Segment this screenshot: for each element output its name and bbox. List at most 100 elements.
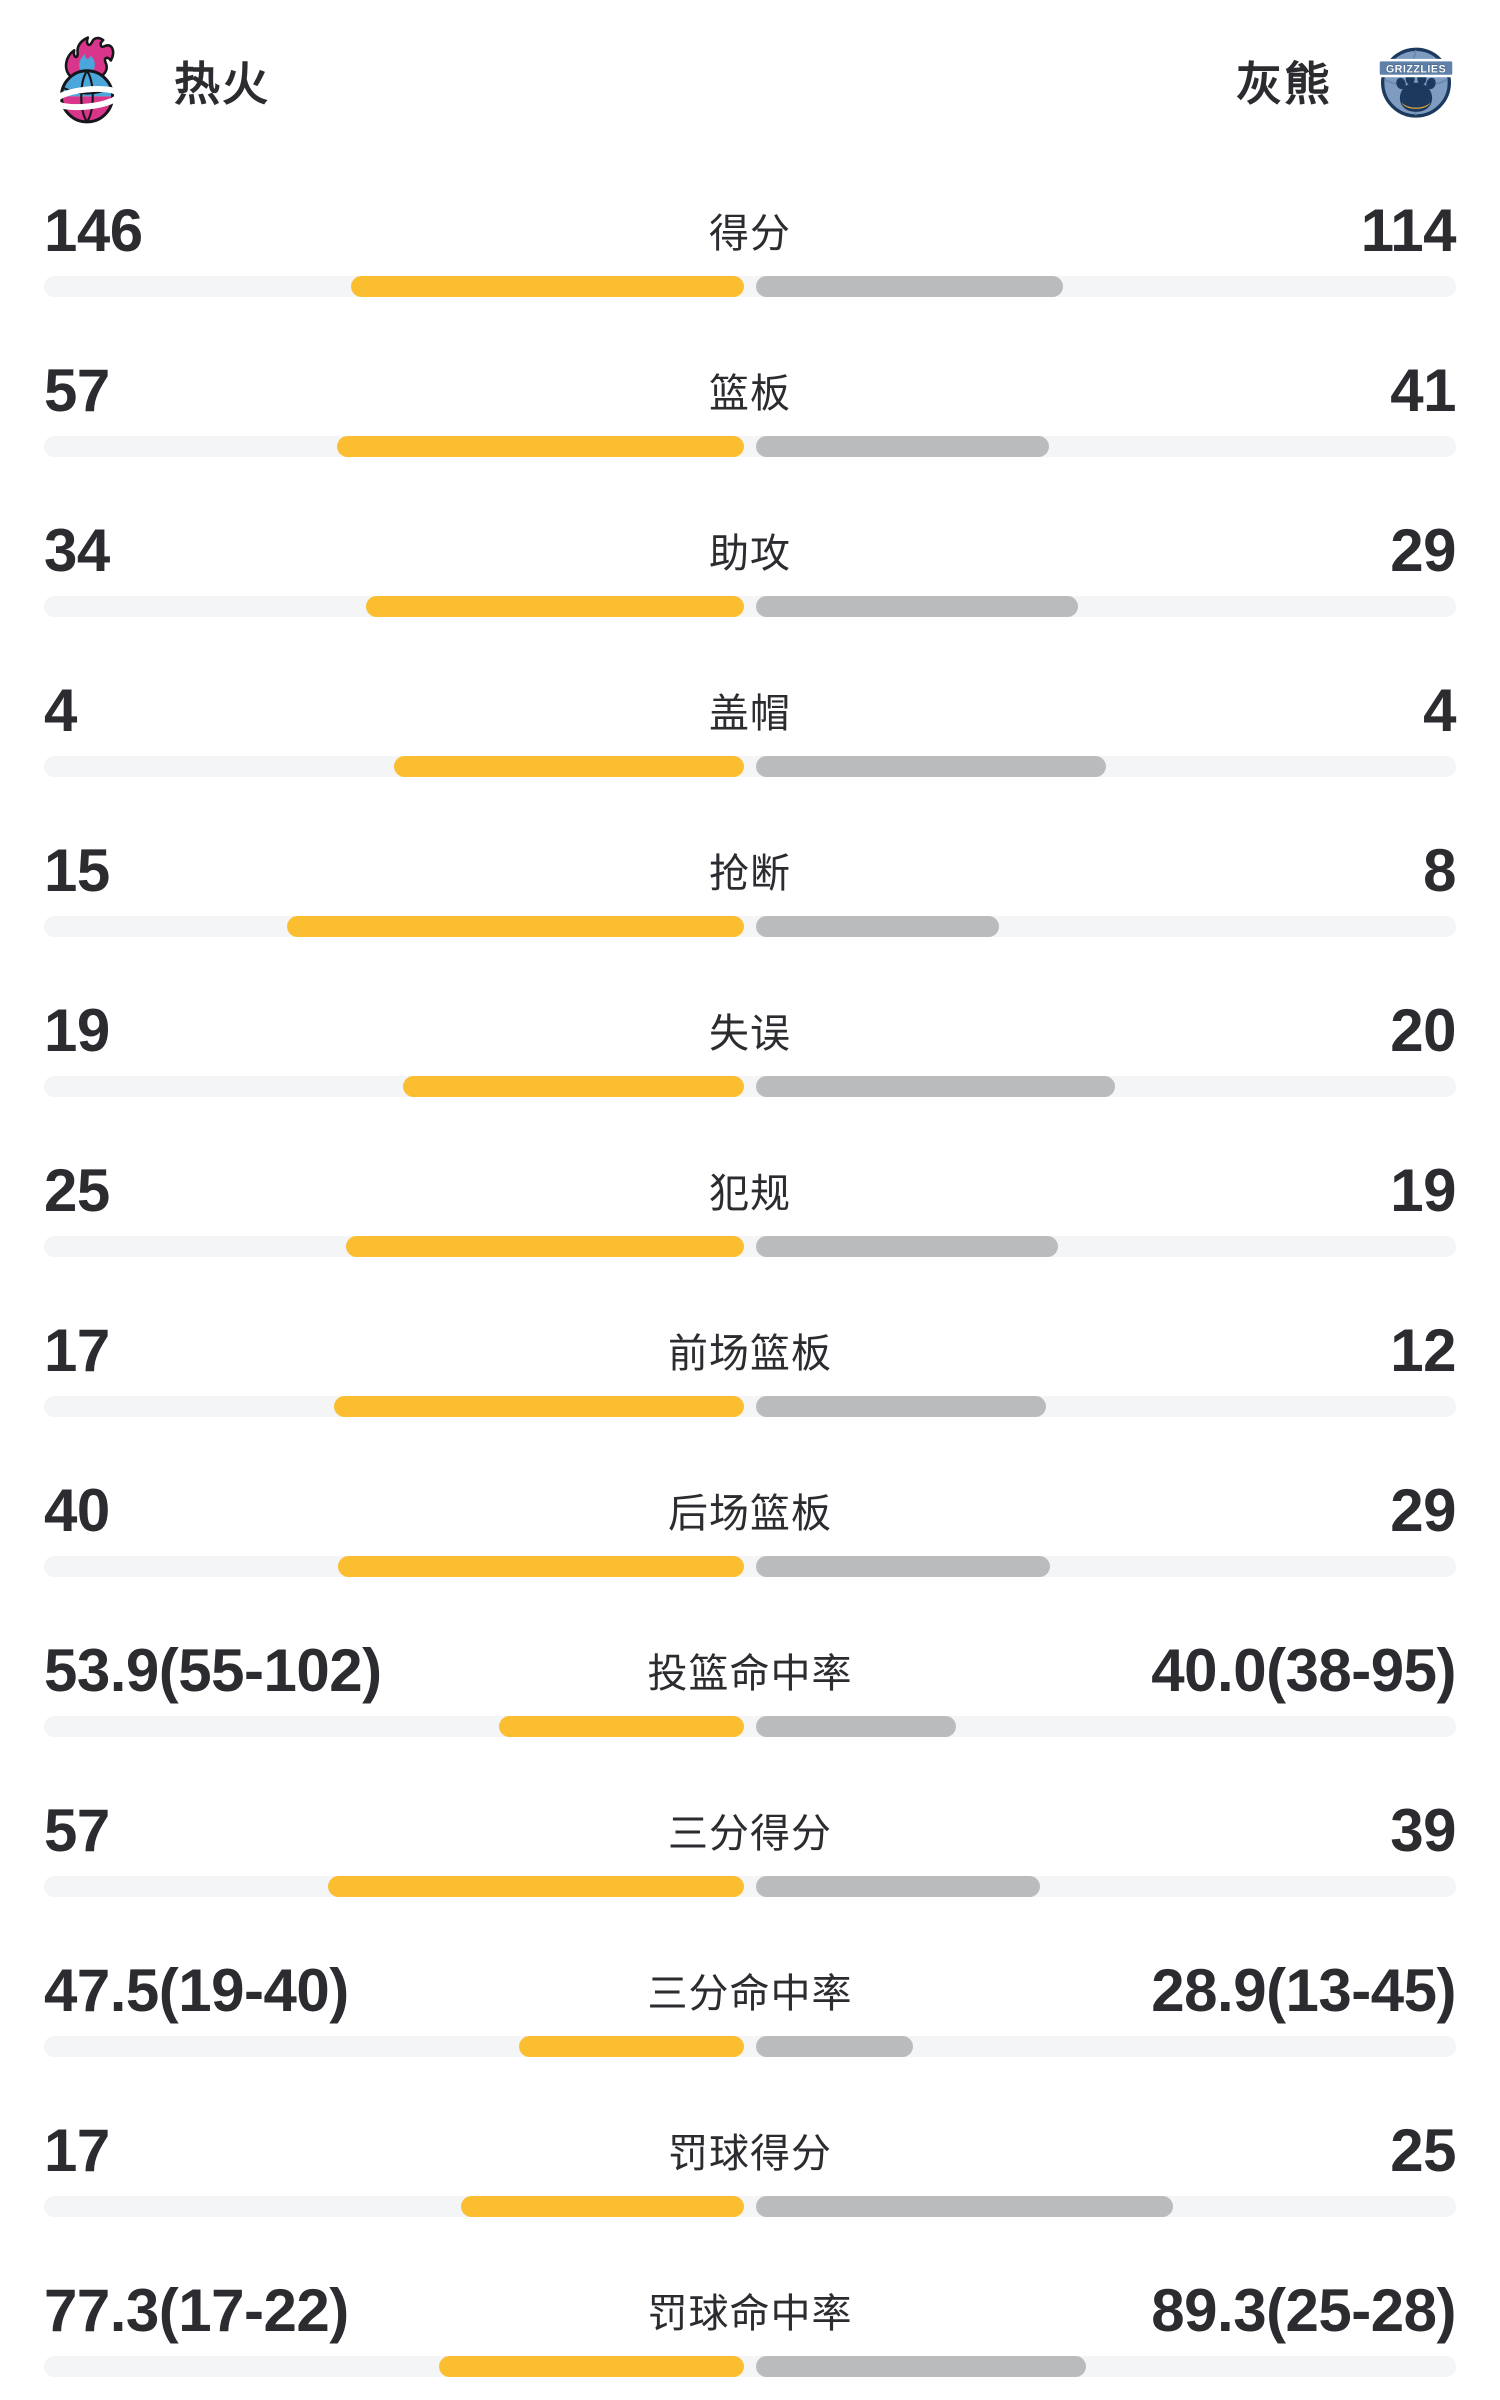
away-value: 8 <box>1423 836 1456 904</box>
away-value: 29 <box>1390 1476 1456 1544</box>
stat-label: 三分得分 <box>668 1812 832 1856</box>
away-bar <box>756 596 1079 617</box>
home-bar <box>350 276 744 297</box>
stat-label: 罚球命中率 <box>647 2292 853 2336</box>
home-bar <box>394 756 744 777</box>
stat-row: 57 三分得分 39 <box>44 1750 1456 1910</box>
stat-values-line: 47.5(19-40) 三分命中率 28.9(13-45) <box>44 1954 1456 2026</box>
stat-label: 助攻 <box>709 532 791 576</box>
away-bar <box>756 1396 1046 1417</box>
away-bar <box>756 756 1106 777</box>
away-team: 灰熊 GRIZZLIES <box>1236 41 1456 121</box>
home-bar <box>336 436 744 457</box>
stat-bar-track <box>44 2356 1456 2377</box>
home-value: 57 <box>44 356 110 424</box>
stat-label: 后场篮板 <box>668 1492 832 1536</box>
match-header: 热火 灰熊 GRIZZLIES <box>44 0 1456 150</box>
grizzlies-paw-basketball-logo-icon: GRIZZLIES <box>1377 47 1455 118</box>
away-value: 4 <box>1423 676 1456 744</box>
home-value: 146 <box>44 196 143 264</box>
stat-bar-track <box>44 756 1456 777</box>
stat-values-line: 17 前场篮板 12 <box>44 1314 1456 1386</box>
stat-bar-track <box>44 1236 1456 1257</box>
home-bar <box>287 916 744 937</box>
stat-label: 投篮命中率 <box>647 1652 853 1696</box>
away-value: 20 <box>1390 996 1456 1064</box>
stat-bar-track <box>44 2196 1456 2217</box>
stat-bar-track <box>44 276 1456 297</box>
away-bar <box>756 436 1049 457</box>
away-value: 40.0(38-95) <box>1151 1636 1456 1704</box>
away-value: 12 <box>1390 1316 1456 1384</box>
stat-row: 77.3(17-22) 罚球命中率 89.3(25-28) <box>44 2230 1456 2390</box>
stat-label: 抢断 <box>709 852 791 896</box>
stat-label: 犯规 <box>709 1172 791 1216</box>
home-value: 57 <box>44 1796 110 1864</box>
stat-values-line: 25 犯规 19 <box>44 1154 1456 1226</box>
grizzlies-logo-wordmark: GRIZZLIES <box>1386 63 1446 75</box>
stat-values-line: 77.3(17-22) 罚球命中率 89.3(25-28) <box>44 2274 1456 2346</box>
away-bar <box>756 2036 913 2057</box>
home-value: 34 <box>44 516 110 584</box>
home-value: 17 <box>44 2116 110 2184</box>
stat-label: 篮板 <box>709 372 791 416</box>
away-bar <box>756 2196 1173 2217</box>
stat-row: 4 盖帽 4 <box>44 630 1456 790</box>
home-bar <box>460 2196 744 2217</box>
away-bar <box>756 1236 1059 1257</box>
stat-label: 失误 <box>709 1012 791 1056</box>
home-bar <box>498 1716 744 1737</box>
stat-bar-track <box>44 2036 1456 2057</box>
away-team-name: 灰熊 <box>1236 58 1332 110</box>
home-value: 40 <box>44 1476 110 1544</box>
stat-row: 146 得分 114 <box>44 150 1457 310</box>
home-bar <box>518 2036 744 2057</box>
stat-values-line: 19 失误 20 <box>44 994 1456 1066</box>
stat-row: 57 篮板 41 <box>44 310 1456 470</box>
heat-flaming-basketball-logo-icon <box>52 36 122 124</box>
stat-row: 15 抢断 8 <box>44 790 1456 950</box>
stat-label: 得分 <box>709 212 791 256</box>
stat-row: 17 罚球得分 25 <box>44 2070 1456 2230</box>
home-value: 19 <box>44 996 110 1064</box>
home-bar <box>346 1236 744 1257</box>
away-bar <box>756 1076 1115 1097</box>
stat-bar-track <box>44 1556 1456 1577</box>
stat-values-line: 40 后场篮板 29 <box>44 1474 1456 1546</box>
stats-list: 146 得分 114 57 篮板 41 34 助攻 29 <box>44 150 1457 2390</box>
away-bar <box>756 1716 956 1737</box>
home-value: 53.9(55-102) <box>44 1636 382 1704</box>
stat-bar-track <box>44 596 1456 617</box>
away-value: 114 <box>1360 196 1457 264</box>
away-value: 89.3(25-28) <box>1151 2276 1456 2344</box>
stat-row: 17 前场篮板 12 <box>44 1270 1456 1430</box>
home-bar <box>402 1076 744 1097</box>
stat-row: 53.9(55-102) 投篮命中率 40.0(38-95) <box>44 1590 1456 1750</box>
home-bar <box>438 2356 744 2377</box>
home-bar <box>366 596 744 617</box>
stat-values-line: 34 助攻 29 <box>44 514 1456 586</box>
stat-bar-track <box>44 1076 1456 1097</box>
stat-row: 40 后场篮板 29 <box>44 1430 1456 1590</box>
home-bar <box>338 1556 744 1577</box>
away-bar <box>756 276 1063 297</box>
away-value: 29 <box>1390 516 1456 584</box>
stat-bar-track <box>44 1396 1456 1417</box>
away-value: 19 <box>1390 1156 1456 1224</box>
home-value: 17 <box>44 1316 110 1384</box>
stat-bar-track <box>44 1876 1456 1897</box>
away-bar <box>756 916 1000 937</box>
home-team: 热火 <box>44 35 270 127</box>
stat-label: 盖帽 <box>709 692 791 736</box>
away-value: 39 <box>1390 1796 1456 1864</box>
stat-bar-track <box>44 1716 1456 1737</box>
stat-label: 罚球得分 <box>668 2132 832 2176</box>
away-value: 41 <box>1390 356 1456 424</box>
stat-values-line: 146 得分 114 <box>44 194 1457 266</box>
home-value: 15 <box>44 836 110 904</box>
stat-label: 三分命中率 <box>647 1972 853 2016</box>
away-value: 25 <box>1390 2116 1456 2184</box>
away-value: 28.9(13-45) <box>1151 1956 1456 2024</box>
stat-bar-track <box>44 916 1456 937</box>
